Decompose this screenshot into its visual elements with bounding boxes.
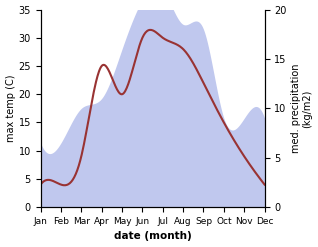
Y-axis label: max temp (C): max temp (C) <box>5 75 16 142</box>
Y-axis label: med. precipitation
(kg/m2): med. precipitation (kg/m2) <box>291 64 313 153</box>
X-axis label: date (month): date (month) <box>114 231 191 242</box>
